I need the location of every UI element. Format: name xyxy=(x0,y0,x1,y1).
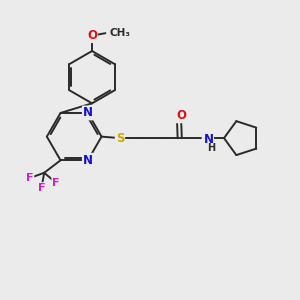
Text: CH₃: CH₃ xyxy=(110,28,131,38)
Text: F: F xyxy=(38,183,45,193)
Text: F: F xyxy=(52,178,60,188)
Text: N: N xyxy=(83,106,93,119)
Text: S: S xyxy=(116,132,124,145)
Text: O: O xyxy=(176,109,186,122)
Text: O: O xyxy=(87,29,97,42)
Text: F: F xyxy=(26,173,33,183)
Text: H: H xyxy=(208,143,216,154)
Text: N: N xyxy=(203,133,214,146)
Text: N: N xyxy=(83,154,93,167)
